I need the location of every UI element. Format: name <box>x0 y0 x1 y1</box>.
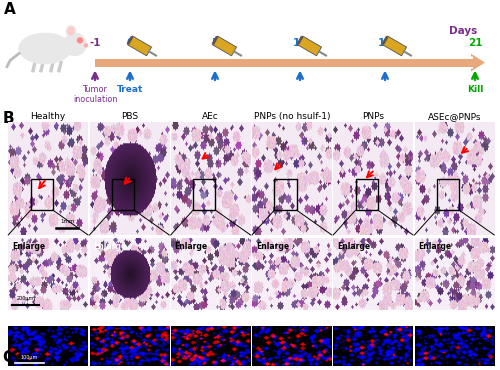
Bar <box>356 179 378 210</box>
Title: PNPs: PNPs <box>362 112 384 121</box>
Text: Enlarge: Enlarge <box>256 242 289 251</box>
Title: PNPs (no hsulf-1): PNPs (no hsulf-1) <box>254 112 330 121</box>
Text: Enlarge: Enlarge <box>418 242 452 251</box>
Text: Enlarge: Enlarge <box>174 242 208 251</box>
Text: Days: Days <box>449 26 477 36</box>
Bar <box>437 179 459 210</box>
Text: 10: 10 <box>293 38 307 48</box>
Text: 200μm: 200μm <box>16 296 34 301</box>
Text: Enlarge: Enlarge <box>94 242 126 251</box>
Polygon shape <box>212 36 236 56</box>
Bar <box>274 179 296 210</box>
Text: A: A <box>4 2 16 17</box>
Title: Healthy: Healthy <box>30 112 66 121</box>
Text: -1: -1 <box>89 38 101 48</box>
Text: 5: 5 <box>212 38 218 48</box>
Title: AEc: AEc <box>202 112 219 121</box>
Text: Treat: Treat <box>117 85 143 94</box>
Text: Kill: Kill <box>467 85 483 94</box>
Text: 15: 15 <box>378 38 392 48</box>
Text: Enlarge: Enlarge <box>337 242 370 251</box>
Polygon shape <box>298 36 322 56</box>
Text: Enlarge: Enlarge <box>12 242 46 251</box>
Bar <box>112 179 134 210</box>
Polygon shape <box>382 36 406 56</box>
Text: 100μm: 100μm <box>20 355 38 360</box>
Ellipse shape <box>66 26 76 37</box>
Ellipse shape <box>19 33 71 64</box>
Polygon shape <box>128 36 152 56</box>
Text: C: C <box>2 350 14 364</box>
FancyArrow shape <box>471 54 485 71</box>
Title: PBS: PBS <box>121 112 138 121</box>
Text: 0: 0 <box>126 38 134 48</box>
Bar <box>30 179 53 210</box>
Ellipse shape <box>68 27 74 35</box>
Circle shape <box>78 38 82 43</box>
Text: B: B <box>3 111 14 126</box>
Text: Tumor
inoculation: Tumor inoculation <box>73 85 117 104</box>
Ellipse shape <box>64 33 86 56</box>
Text: 21: 21 <box>468 38 482 48</box>
Text: 1mm: 1mm <box>60 219 74 223</box>
Bar <box>95 58 476 67</box>
Bar <box>193 179 216 210</box>
Title: ASEc@PNPs: ASEc@PNPs <box>428 112 481 121</box>
Circle shape <box>84 44 87 47</box>
